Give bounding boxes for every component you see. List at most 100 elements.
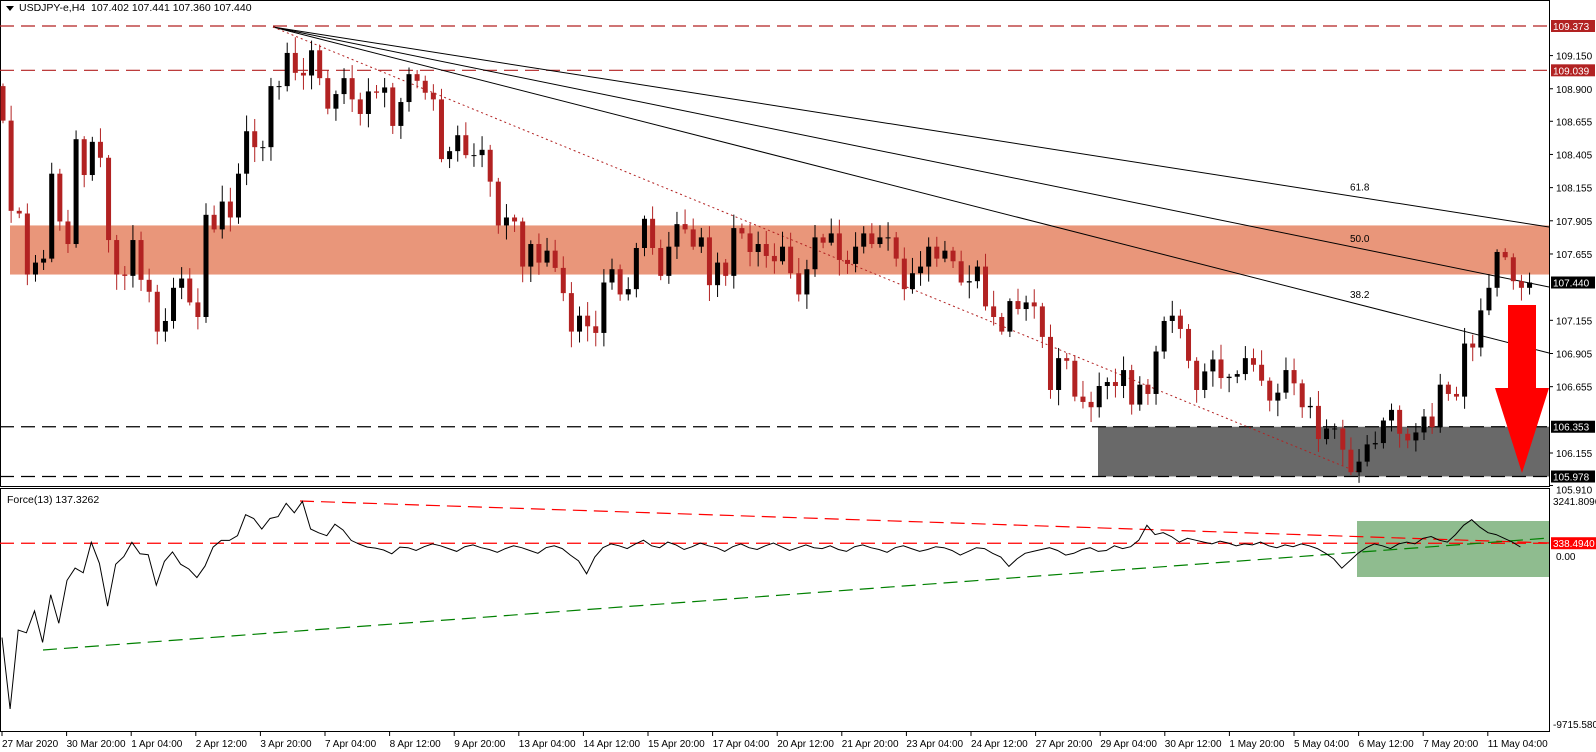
bullish-candle <box>1137 384 1143 405</box>
bearish-candle <box>1267 380 1273 401</box>
ohlc-values: 107.402 107.441 107.360 107.440 <box>90 2 252 14</box>
price-tick-label: 108.405 <box>1556 150 1593 161</box>
main-panel-frame <box>0 0 1550 487</box>
bullish-candle <box>471 155 477 157</box>
bearish-candle <box>1340 428 1346 450</box>
bearish-candle <box>820 237 826 243</box>
bearish-candle <box>1064 358 1070 361</box>
bullish-candle <box>528 244 534 267</box>
bearish-candle <box>617 269 623 295</box>
force-axis-zero: 0.00 <box>1556 552 1576 563</box>
bearish-candle <box>1218 359 1224 379</box>
bearish-candle <box>1177 315 1183 329</box>
bearish-candle <box>374 91 380 93</box>
bearish-candle <box>106 157 112 241</box>
bearish-candle <box>227 201 233 218</box>
time-tick-label: 27 Apr 20:00 <box>1036 739 1093 750</box>
level-price-label: 109.373 <box>1553 22 1590 33</box>
bearish-candle <box>1088 401 1094 408</box>
bearish-candle <box>81 139 87 176</box>
bearish-candle <box>390 87 396 126</box>
bearish-candle <box>0 86 6 121</box>
bearish-candle <box>512 217 518 222</box>
bullish-candle <box>577 315 583 332</box>
time-tick-label: 27 Mar 2020 <box>2 739 59 750</box>
bearish-candle <box>844 259 850 264</box>
bullish-candle <box>1275 392 1281 401</box>
time-tick-label: 2 Apr 12:00 <box>196 739 248 750</box>
dropdown-triangle-icon[interactable] <box>6 5 14 11</box>
bullish-candle <box>974 266 980 282</box>
price-tick-label: 108.655 <box>1556 117 1593 128</box>
bullish-candle <box>309 50 315 76</box>
level-price-label-bg <box>1551 420 1595 433</box>
bearish-candle <box>950 250 956 262</box>
bullish-candle <box>1234 374 1240 377</box>
bullish-candle <box>674 224 680 247</box>
level-price-label-bg <box>1551 470 1595 483</box>
force-indicator-label: Force(13) 137.3262 <box>7 494 100 506</box>
bearish-candle <box>739 228 745 234</box>
bullish-candle <box>1226 376 1232 379</box>
bullish-candle <box>1283 370 1289 393</box>
bearish-candle <box>8 120 14 211</box>
price-tick-label: 108.155 <box>1556 184 1593 195</box>
bullish-candle <box>130 240 136 276</box>
bearish-candle <box>934 246 940 259</box>
bearish-candle <box>1397 409 1403 434</box>
bearish-candle <box>138 240 144 280</box>
bullish-candle <box>861 233 867 247</box>
bullish-candle <box>1478 310 1484 348</box>
force-line <box>1 500 1521 710</box>
bullish-candle <box>918 266 924 274</box>
bearish-candle <box>252 131 258 148</box>
time-tick-label: 21 Apr 20:00 <box>842 739 899 750</box>
bearish-candle <box>658 247 664 276</box>
bearish-candle <box>999 317 1005 332</box>
bullish-candle <box>1242 358 1248 375</box>
bullish-candle <box>365 91 371 114</box>
bullish-candle <box>406 74 412 103</box>
bearish-candle <box>1510 257 1516 282</box>
bearish-candle <box>292 52 298 73</box>
bullish-candle <box>244 131 250 174</box>
bullish-candle <box>601 282 607 333</box>
bearish-candle <box>122 274 128 276</box>
bearish-candle <box>1186 328 1192 361</box>
bullish-candle <box>812 237 818 270</box>
bearish-candle <box>763 244 769 256</box>
bearish-candle <box>1072 360 1078 397</box>
bullish-candle <box>398 102 404 126</box>
force-panel-frame <box>0 488 1550 732</box>
bullish-candle <box>333 94 339 109</box>
bearish-candle <box>24 213 30 275</box>
fib-fan-label: 38.2 <box>1350 290 1370 301</box>
level-price-label: 105.978 <box>1553 473 1590 484</box>
bullish-candle <box>260 147 266 149</box>
bullish-candle <box>666 246 672 276</box>
bullish-candle <box>641 218 647 248</box>
bullish-candle <box>625 289 631 295</box>
bearish-candle <box>430 92 436 100</box>
bearish-candle <box>1348 449 1354 473</box>
bearish-candle <box>958 261 964 283</box>
bearish-candle <box>568 293 574 332</box>
bearish-candle <box>520 221 526 267</box>
bearish-candle <box>893 237 899 259</box>
bullish-candle <box>1104 382 1110 387</box>
bullish-candle <box>179 278 185 288</box>
bullish-candle <box>1356 461 1362 473</box>
bearish-candle <box>154 291 160 332</box>
bearish-candle <box>438 99 444 160</box>
support-zone <box>1098 426 1549 477</box>
fib-fan-line <box>272 26 1550 288</box>
bearish-candle <box>1470 343 1476 348</box>
time-tick-label: 1 May 20:00 <box>1229 739 1284 750</box>
force-support-line <box>42 537 1550 651</box>
bearish-candle <box>682 224 688 230</box>
force-level-label: 338.4940 <box>1553 539 1595 550</box>
bearish-candle <box>901 258 907 290</box>
bullish-candle <box>162 320 168 332</box>
bullish-candle <box>885 237 891 239</box>
